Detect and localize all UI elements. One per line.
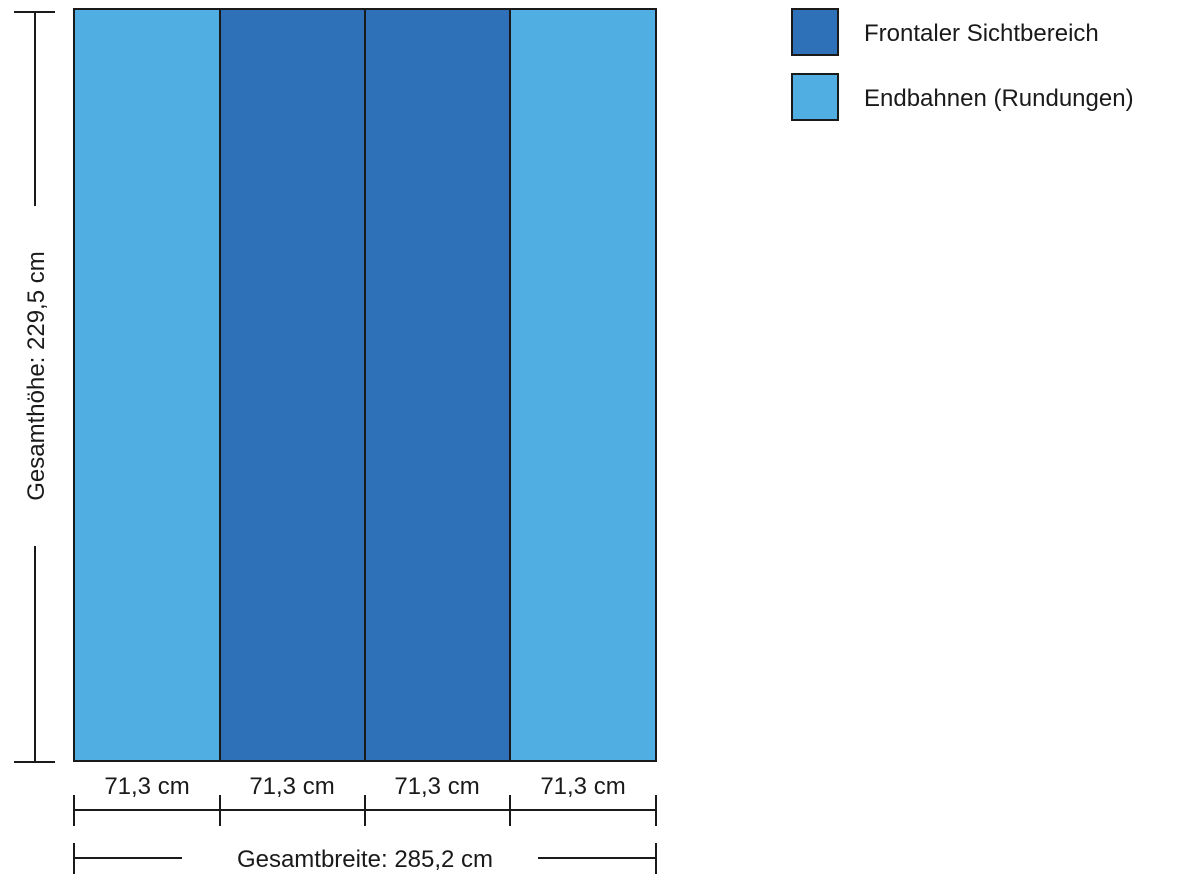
height-label: Gesamthöhe: 229,5 cm [23,251,50,500]
legend: Frontaler Sichtbereich Endbahnen (Rundun… [791,8,1134,121]
panel-end-left [73,8,221,762]
panel-group [73,8,657,762]
panel-width-dimension: 71,3 cm 71,3 cm 71,3 cm 71,3 cm [73,773,657,826]
total-width-label: Gesamtbreite: 285,2 cm [237,846,493,873]
total-width-dimension: Gesamtbreite: 285,2 cm [73,843,657,874]
panel-width-label-2: 71,3 cm [394,773,479,800]
panel-width-label-1: 71,3 cm [249,773,334,800]
panel-end-right [509,8,657,762]
panel-width-label-0: 71,3 cm [104,773,189,800]
panel-width-label-3: 71,3 cm [540,773,625,800]
panel-front-left [219,8,366,762]
legend-swatch-end [791,73,839,121]
height-dimension: Gesamthöhe: 229,5 cm [14,11,55,763]
legend-label-end: Endbahnen (Rundungen) [864,85,1134,112]
legend-label-front: Frontaler Sichtbereich [864,20,1099,47]
panel-front-right [364,8,511,762]
legend-swatch-front [791,8,839,56]
